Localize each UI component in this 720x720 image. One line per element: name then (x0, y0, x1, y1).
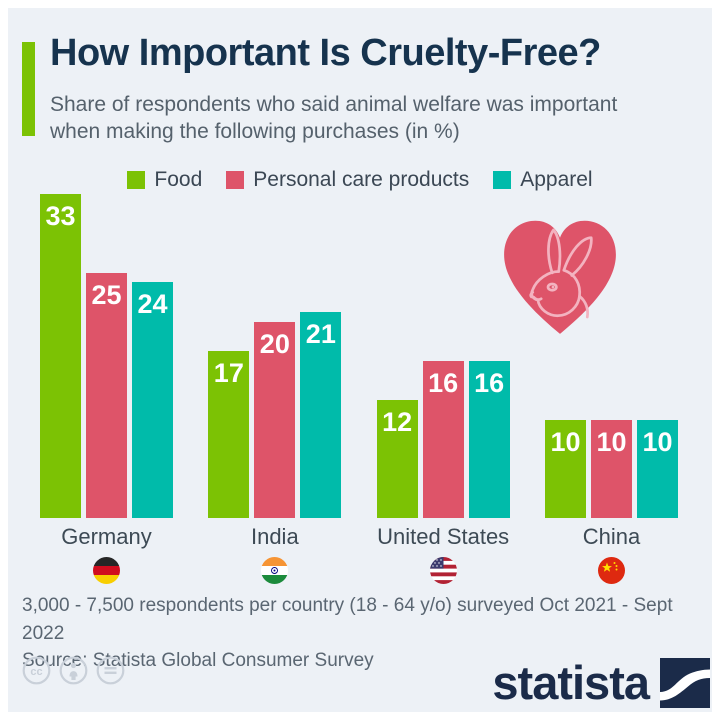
country-label: India (250, 524, 299, 549)
china-personal-care-products-bar: 10 (590, 420, 632, 518)
chart-legend: Food Personal care products Apparel (8, 168, 712, 192)
infographic-frame: How Important Is Cruelty-Free? Share of … (8, 8, 712, 712)
country-label: China (582, 524, 641, 549)
bar-value-label: 33 (45, 201, 76, 231)
attribution-icon[interactable] (59, 656, 88, 685)
food-swatch-icon (127, 171, 146, 189)
statista-logo[interactable]: statista (492, 658, 710, 708)
footnote: 3,000 - 7,500 respondents per country (1… (22, 592, 702, 675)
china-food-bar: 10 (544, 420, 586, 518)
united-states-apparel-bar: 16 (468, 361, 510, 518)
germany-flag-icon (93, 557, 120, 584)
axis-cell-united-states: United States (377, 524, 510, 584)
legend-label: Apparel (520, 168, 593, 191)
bar-value-label: 10 (642, 427, 673, 457)
china-bar-group: 10 10 10 (544, 194, 678, 518)
legend-label: Personal care products (253, 168, 470, 191)
source-note: Source: Statista Global Consumer Survey (22, 650, 374, 672)
us-flag-icon (429, 557, 457, 584)
statista-logo-mark (660, 658, 710, 708)
x-axis: Germany India United States (40, 524, 678, 584)
axis-cell-germany: Germany (40, 524, 173, 584)
germany-food-bar: 33 (40, 194, 81, 518)
no-derivatives-icon[interactable] (96, 656, 125, 685)
bar-value-label: 24 (137, 289, 168, 319)
bar-value-label: 21 (305, 319, 336, 349)
axis-cell-china: China (545, 524, 678, 584)
axis-cell-india: India (208, 524, 341, 584)
personal-care-swatch-icon (226, 171, 245, 189)
germany-bar-group: 33 25 24 (40, 194, 173, 518)
svg-text:cc: cc (30, 666, 42, 678)
subtitle: Share of respondents who said animal wel… (50, 93, 618, 144)
title-accent-bar (22, 42, 35, 136)
india-flag-icon (261, 557, 289, 584)
license-icons[interactable]: cc (22, 656, 125, 685)
page-title: How Important Is Cruelty-Free? (50, 32, 601, 74)
united-states-personal-care-products-bar: 16 (422, 361, 464, 518)
legend-item-food: Food (127, 168, 202, 192)
apparel-swatch-icon (493, 171, 512, 189)
legend-item-personal-care: Personal care products (226, 168, 469, 192)
country-label: United States (377, 524, 510, 549)
india-food-bar: 17 (208, 351, 250, 518)
legend-label: Food (154, 168, 203, 191)
bar-value-label: 12 (382, 407, 413, 437)
country-label: Germany (61, 524, 152, 549)
germany-apparel-bar: 24 (132, 282, 173, 518)
united-states-bar-group: 12 16 16 (376, 194, 510, 518)
statista-logotype: statista (492, 656, 650, 709)
bar-value-label: 25 (91, 280, 122, 310)
china-flag-icon (597, 557, 625, 584)
bar-value-label: 16 (428, 368, 459, 398)
bar-value-label: 10 (550, 427, 581, 457)
germany-personal-care-products-bar: 25 (86, 273, 127, 518)
india-personal-care-products-bar: 20 (254, 322, 296, 518)
survey-note: 3,000 - 7,500 respondents per country (1… (22, 595, 673, 644)
bar-value-label: 17 (213, 358, 244, 388)
bar-value-label: 16 (474, 368, 505, 398)
bar-chart: 33 25 24 17 20 21 12 16 16 10 10 10 (40, 194, 678, 518)
bar-value-label: 10 (596, 427, 627, 457)
cc-icon[interactable]: cc (22, 656, 51, 685)
legend-item-apparel: Apparel (493, 168, 593, 192)
heart-rabbit-icon (495, 211, 625, 345)
united-states-food-bar: 12 (376, 400, 418, 518)
india-bar-group: 17 20 21 (208, 194, 342, 518)
bar-value-label: 20 (259, 329, 290, 359)
india-apparel-bar: 21 (300, 312, 342, 518)
china-apparel-bar: 10 (636, 420, 678, 518)
